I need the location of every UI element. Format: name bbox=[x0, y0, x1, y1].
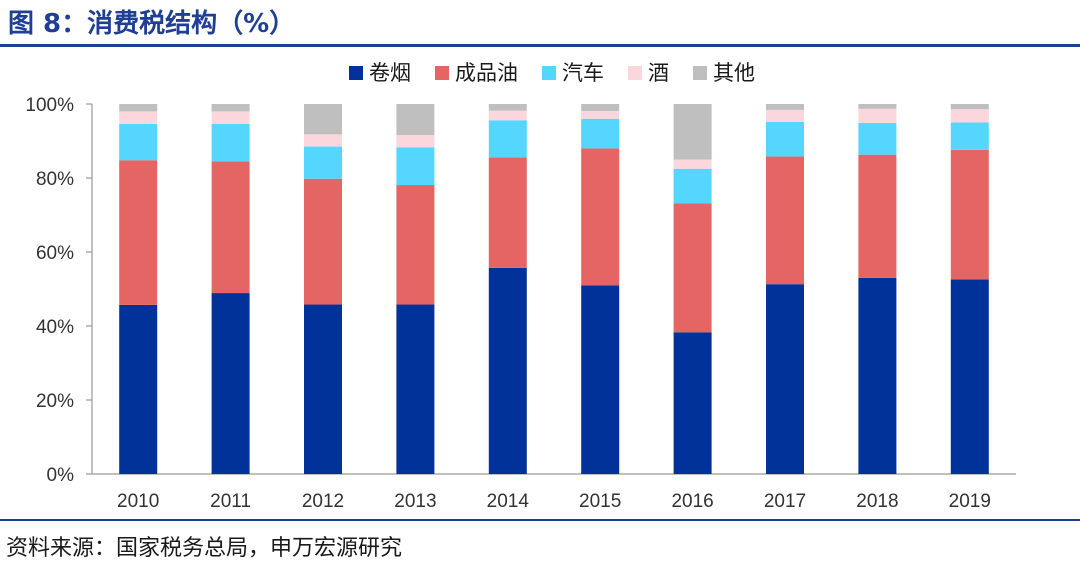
bar-segment bbox=[304, 146, 342, 179]
bar-segment bbox=[396, 135, 435, 148]
x-tick-label: 2011 bbox=[210, 491, 251, 512]
bar-segment bbox=[858, 277, 897, 474]
y-tick-label: 60% bbox=[36, 243, 74, 264]
bar-segment bbox=[396, 304, 435, 474]
bar-segment bbox=[211, 293, 250, 474]
bar-segment bbox=[211, 161, 250, 294]
legend-swatch bbox=[435, 66, 449, 80]
bar-segment bbox=[766, 104, 804, 110]
bar-segment bbox=[304, 304, 342, 474]
title-divider bbox=[0, 44, 1080, 47]
legend-label: 汽车 bbox=[562, 61, 604, 85]
bar-segment bbox=[119, 304, 158, 474]
bar-segment bbox=[673, 332, 712, 474]
legend-item: 其他 bbox=[693, 61, 755, 85]
y-tick-label: 20% bbox=[36, 391, 74, 412]
bar-segment bbox=[766, 109, 804, 122]
bar-segment bbox=[858, 122, 897, 155]
bar-segment bbox=[396, 147, 435, 186]
x-tick-label: 2014 bbox=[487, 491, 530, 512]
bar-segment bbox=[581, 111, 620, 119]
x-axis: 2010 2011 2012 2013 2014 2015 2016 2017 2018 2019 bbox=[92, 473, 1016, 512]
bar-segment bbox=[211, 123, 250, 162]
y-tick-label: 80% bbox=[36, 169, 74, 190]
legend-item: 酒 bbox=[628, 61, 669, 85]
x-tick-label: 2015 bbox=[579, 491, 621, 512]
x-tick-label: 2016 bbox=[671, 491, 713, 512]
legend-swatch bbox=[693, 66, 707, 80]
legend: 卷烟 成品油 汽车 酒 其他 bbox=[349, 61, 755, 85]
bar-segment bbox=[488, 120, 527, 158]
bar-segment bbox=[488, 157, 527, 268]
bar-segment bbox=[396, 185, 435, 305]
legend-item: 卷烟 bbox=[349, 61, 411, 85]
legend-item: 成品油 bbox=[435, 61, 518, 85]
legend-item: 汽车 bbox=[542, 61, 604, 85]
x-tick-label: 2012 bbox=[302, 491, 344, 512]
bar-segment bbox=[488, 104, 527, 111]
bar-segment bbox=[581, 118, 620, 149]
bar-segment bbox=[119, 111, 158, 124]
bar-segment bbox=[581, 148, 620, 286]
x-tick-label: 2019 bbox=[949, 491, 991, 512]
legend-label: 其他 bbox=[713, 61, 755, 85]
x-tick-label: 2018 bbox=[856, 491, 898, 512]
legend-label: 酒 bbox=[648, 61, 669, 85]
bar-segment bbox=[950, 104, 989, 110]
bar-segment bbox=[673, 159, 712, 169]
bar-segment bbox=[673, 104, 712, 160]
bar-segment bbox=[488, 267, 527, 474]
chart-title: 图 8：消费税结构（%） bbox=[8, 9, 296, 39]
bar-segment bbox=[950, 109, 989, 123]
bar-segment bbox=[858, 154, 897, 278]
bars bbox=[119, 104, 989, 474]
bar-segment bbox=[396, 104, 435, 136]
y-tick-label: 100% bbox=[25, 95, 74, 116]
bar-segment bbox=[304, 104, 342, 135]
y-tick-label: 0% bbox=[47, 465, 75, 486]
bar-segment bbox=[304, 178, 342, 305]
legend-swatch bbox=[628, 66, 642, 80]
x-tick-label: 2010 bbox=[117, 491, 159, 512]
stacked-bar-chart: 卷烟 成品油 汽车酒其他 0%20%40%60%80%100% 2010 2011 20… bbox=[25, 61, 1016, 512]
bar-segment bbox=[766, 284, 804, 474]
bar-segment bbox=[858, 108, 897, 123]
bar-segment bbox=[766, 156, 804, 285]
x-tick-label: 2013 bbox=[394, 491, 436, 512]
bar-segment bbox=[858, 104, 897, 109]
bar-segment bbox=[950, 122, 989, 150]
bar-segment bbox=[304, 134, 342, 147]
bar-segment bbox=[950, 279, 989, 474]
legend-swatch bbox=[542, 66, 556, 80]
bar-segment bbox=[211, 111, 250, 124]
source-note: 资料来源：国家税务总局，申万宏源研究 bbox=[6, 536, 403, 561]
footer-divider bbox=[0, 519, 1080, 521]
bar-segment bbox=[119, 104, 158, 112]
x-tick-label: 2017 bbox=[764, 491, 806, 512]
legend-label: 成品油 bbox=[455, 61, 518, 85]
bar-segment bbox=[488, 110, 527, 121]
bar-segment bbox=[119, 123, 158, 161]
bar-segment bbox=[950, 149, 989, 280]
bar-segment bbox=[119, 160, 158, 305]
bar-segment bbox=[581, 104, 620, 112]
bar-segment bbox=[673, 203, 712, 333]
bar-segment bbox=[211, 104, 250, 112]
legend-label: 卷烟 bbox=[369, 61, 411, 85]
bar-segment bbox=[673, 168, 712, 204]
legend-swatch bbox=[349, 66, 363, 80]
bar-segment bbox=[581, 285, 620, 474]
y-axis: 0% 20% 40% 60% 80% 100% bbox=[25, 95, 93, 486]
bar-segment bbox=[766, 121, 804, 157]
y-tick-label: 40% bbox=[36, 317, 74, 338]
